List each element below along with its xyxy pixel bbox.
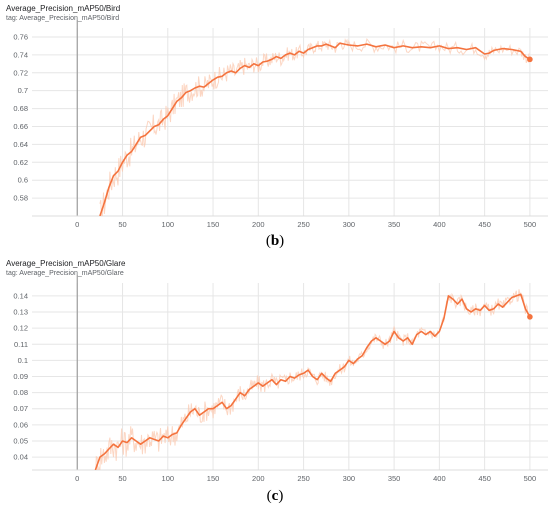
y-tick-label: 0.74 (13, 50, 28, 59)
y-tick-label: 0.62 (13, 158, 28, 167)
x-tick-label: 500 (524, 474, 537, 483)
y-tick-label: 0.66 (13, 122, 28, 131)
x-tick-label: 100 (162, 220, 175, 229)
y-tick-label: 0.12 (13, 324, 28, 333)
x-tick-label: 350 (388, 220, 401, 229)
chart-glare-svg: 0.04 0.05 0.06 0.07 0.08 0.09 0.1 0.11 0.12 0.13 0… (13, 275, 548, 483)
x-tick-label: 250 (297, 474, 310, 483)
y-tick-label: 0.64 (13, 140, 28, 149)
y-tick-label: 0.58 (13, 194, 28, 203)
chart-title: Average_Precision_mAP50/Glare (6, 259, 126, 268)
x-tick-label: 200 (252, 474, 265, 483)
x-tick-label: 250 (297, 220, 310, 229)
x-tick-label: 0 (75, 220, 79, 229)
x-tick-label: 300 (343, 220, 356, 229)
caption-letter: b (270, 233, 280, 249)
chart-tag: tag: Average_Precision_mAP50/Bird (6, 15, 120, 22)
series-line (99, 42, 531, 216)
y-tick-label: 0.11 (14, 340, 28, 349)
caption-letter: c (271, 488, 279, 504)
x-tick-label: 450 (478, 220, 491, 229)
series-raw-line (95, 289, 530, 470)
x-tick-label: 200 (252, 220, 265, 229)
y-tick-label: 0.6 (18, 176, 28, 185)
x-tick-label: 400 (433, 474, 446, 483)
series-line (94, 293, 531, 470)
y-tick-label: 0.08 (13, 388, 28, 397)
x-tick-label: 450 (478, 474, 491, 483)
x-tick-label: 150 (207, 474, 220, 483)
y-tick-label: 0.13 (13, 308, 28, 317)
x-tick-label: 100 (162, 474, 175, 483)
y-tick-label: 0.7 (18, 86, 28, 95)
chart-bird-svg: 0.58 0.6 0.62 0.64 0.66 0.68 0.7 0.72 0.74 0.76 0 5… (13, 20, 548, 229)
y-tick-label: 0.1 (18, 356, 28, 365)
series-end-point (527, 314, 533, 320)
y-tick-label: 0.06 (13, 420, 28, 429)
x-tick-label: 400 (433, 220, 446, 229)
caption-b: (b) (0, 233, 550, 250)
caption-open-paren: ( (266, 488, 272, 504)
y-tick-label: 0.09 (13, 372, 28, 381)
series-end-point (527, 56, 533, 63)
caption-close-paren: ) (279, 233, 285, 249)
y-tick-label: 0.07 (13, 404, 28, 413)
chart-title: Average_Precision_mAP50/Bird (6, 4, 121, 13)
x-tick-label: 0 (75, 474, 79, 483)
x-tick-label: 50 (118, 474, 126, 483)
y-tick-label: 0.04 (13, 453, 28, 462)
y-tick-label: 0.72 (13, 68, 28, 77)
chart-tag: tag: Average_Precision_mAP50/Glare (6, 270, 124, 277)
x-tick-label: 50 (118, 220, 126, 229)
y-tick-label: 0.14 (13, 291, 28, 300)
x-tick-label: 350 (388, 474, 401, 483)
x-tick-label: 300 (343, 474, 356, 483)
y-tick-label: 0.76 (13, 32, 28, 41)
caption-open-paren: ( (265, 233, 271, 249)
x-tick-label: 150 (207, 220, 220, 229)
caption-c: (c) (0, 488, 550, 505)
y-tick-label: 0.05 (13, 436, 28, 445)
y-tick-label: 0.68 (13, 104, 28, 113)
caption-close-paren: ) (278, 488, 284, 504)
series-raw-line (99, 37, 530, 216)
x-tick-label: 500 (524, 220, 537, 229)
